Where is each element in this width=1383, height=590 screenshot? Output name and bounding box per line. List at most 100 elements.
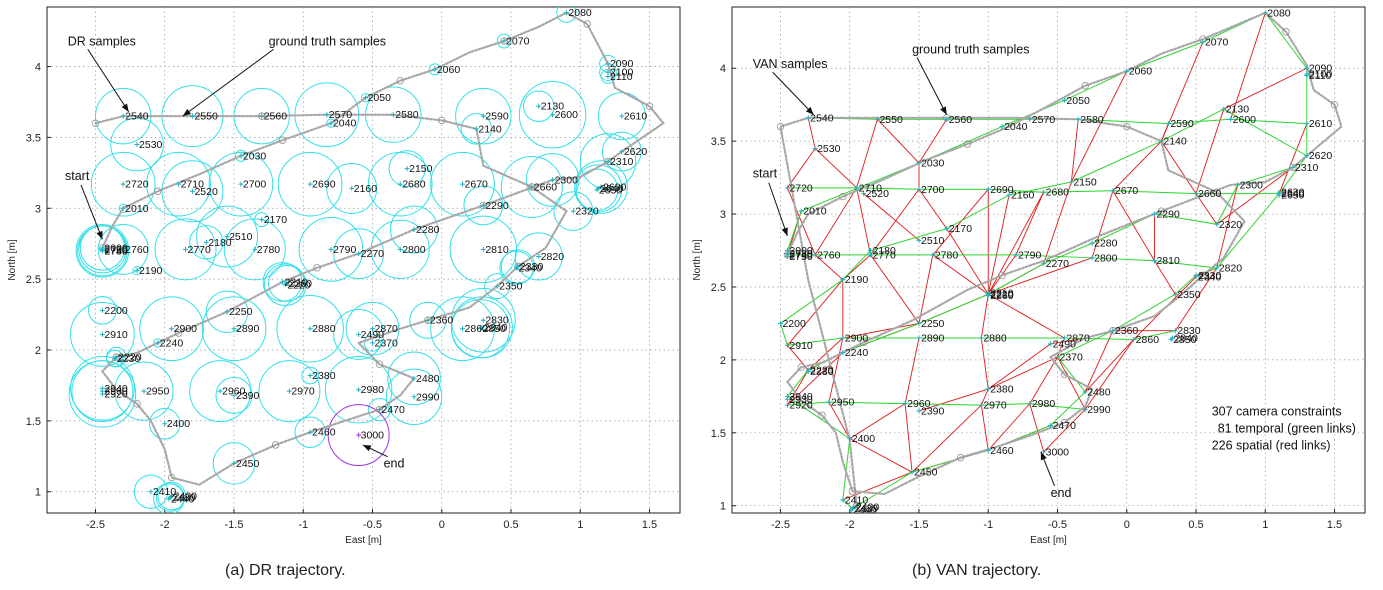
spatial-link	[814, 254, 844, 281]
sample-label: 2550	[879, 114, 903, 126]
annotation-dr: DR samples	[68, 34, 136, 48]
sample-marker	[916, 320, 922, 326]
spatial-link	[988, 293, 1065, 339]
x-axis-label: East [m]	[1030, 535, 1067, 546]
sample-label: 2900	[845, 333, 869, 345]
sample-label: 2450	[236, 458, 260, 470]
sample-marker	[328, 246, 334, 252]
y-tick-label: 1.5	[26, 416, 41, 428]
sample-label: 2430	[855, 503, 879, 515]
sample-label: 2830	[1177, 325, 1201, 337]
uncertainty-circle	[189, 225, 224, 260]
sample-label: 2770	[188, 244, 212, 256]
temporal-link	[787, 401, 1086, 410]
sample-marker	[231, 392, 237, 398]
sample-marker	[536, 103, 542, 109]
sample-label: 2710	[181, 179, 205, 191]
sample-marker	[432, 66, 438, 72]
sample-label: 2440	[853, 505, 877, 517]
sample-marker	[356, 331, 362, 337]
sample-label: 2810	[1156, 255, 1180, 267]
sample-label: 2460	[990, 445, 1014, 457]
ground-truth-sample	[1123, 122, 1131, 131]
sample-marker	[1214, 221, 1220, 227]
sample-label: 2340	[519, 262, 543, 274]
sample-marker	[478, 326, 484, 332]
sample-marker	[1131, 336, 1137, 342]
ground-truth-sample	[1081, 82, 1089, 90]
x-tick-label: -2	[160, 519, 170, 531]
sample-marker	[784, 185, 790, 191]
sample-marker	[598, 184, 604, 190]
sample-label: 2650	[599, 184, 623, 196]
uncertainty-circle	[148, 407, 181, 440]
sample-marker	[1082, 406, 1088, 412]
spatial-link	[918, 388, 989, 412]
uncertainty-circle	[294, 416, 326, 448]
ground-truth-sample	[1213, 188, 1221, 196]
sample-marker	[166, 496, 172, 502]
sample-label: 2610	[1309, 118, 1333, 130]
sample-marker	[480, 246, 486, 252]
sample-marker	[784, 253, 790, 259]
ground-truth-sample	[776, 122, 785, 131]
sample-marker	[363, 95, 369, 101]
sample-marker	[1110, 328, 1116, 334]
spatial-link	[904, 403, 913, 473]
spatial-link	[787, 352, 844, 406]
uncertainty-circle	[75, 223, 130, 278]
y-tick-label: 2	[35, 345, 41, 357]
sample-label: 2900	[174, 323, 198, 335]
sample-label: 2050	[1066, 95, 1090, 107]
sample-label: 2290	[1156, 209, 1180, 221]
spatial-link	[1084, 330, 1114, 393]
sample-label: 2830	[485, 315, 509, 327]
sample-label: 2110	[610, 71, 633, 83]
sample-marker	[826, 399, 832, 405]
sample-marker	[605, 158, 611, 164]
sample-marker	[425, 317, 431, 323]
sample-label: 2140	[1163, 136, 1187, 148]
sample-label: 2960	[907, 398, 931, 410]
left-caption: (a) DR trajectory.	[225, 562, 346, 579]
sample-label: 2620	[624, 146, 648, 158]
sample-marker	[1006, 192, 1012, 198]
sample-label: 2720	[125, 179, 149, 191]
sample-marker	[916, 186, 922, 192]
sample-marker	[307, 181, 313, 187]
sample-label: 2490	[1053, 338, 1077, 350]
sample-label: 2810	[485, 244, 509, 256]
uncertainty-circle	[360, 93, 371, 103]
uncertainty-circle	[460, 113, 493, 145]
sample-marker	[1172, 328, 1178, 334]
sample-label: 2330	[520, 261, 544, 273]
sample-marker	[238, 181, 244, 187]
ground-truth-sample	[479, 201, 488, 210]
spatial-link	[918, 189, 948, 229]
x-tick-label: -0.5	[363, 519, 382, 531]
sample-label: 2970	[983, 400, 1007, 412]
spatial-link	[980, 294, 989, 339]
sample-label: 2470	[1053, 420, 1077, 432]
annotation-arrow-line	[916, 57, 948, 116]
uncertainty-circle	[153, 338, 163, 348]
ground-truth-sample	[818, 411, 826, 419]
sample-label: 2010	[803, 206, 827, 218]
sample-label: 2720	[789, 182, 813, 194]
sample-marker	[930, 252, 936, 258]
spatial-link	[932, 254, 989, 295]
right-chart: -2.5 -2 -1.5 -1 -0.5 0 0.5 1 1.5 1 1.5 2 2.5 3 3.5 4 Eas…	[692, 6, 1366, 546]
sample-label: 2760	[125, 244, 149, 256]
sample-marker	[1158, 138, 1164, 144]
sample-marker	[1124, 68, 1130, 74]
sample-marker	[307, 326, 313, 332]
y-tick-label: 4	[720, 63, 726, 75]
uncertainty-circle	[428, 63, 441, 76]
uncertainty-circle	[363, 334, 382, 352]
spatial-link	[980, 405, 989, 451]
sample-label: 2390	[921, 405, 945, 417]
y-tick-label: 3.5	[711, 136, 726, 148]
annotation-gt: ground truth samples	[912, 43, 1029, 57]
sample-marker	[868, 248, 874, 254]
uncertainty-circle	[114, 361, 174, 421]
